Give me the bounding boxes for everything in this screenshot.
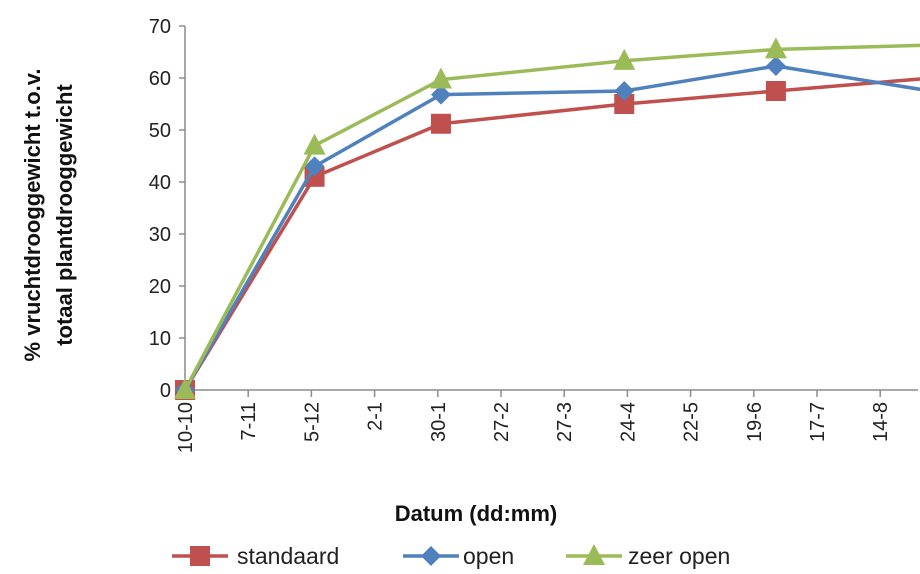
legend-swatch-marker: [583, 544, 605, 565]
data-point-marker: [430, 84, 451, 105]
legend-swatch-marker: [190, 546, 210, 566]
x-tick-label: 27-2: [491, 402, 513, 442]
legend-item: open: [403, 543, 514, 569]
x-tick-label: 30-1: [428, 402, 450, 442]
x-tick-label: 19-6: [744, 402, 766, 442]
legend-item: zeer open: [566, 543, 730, 569]
x-axis: 10-10 7-11 5-12 2-1 30-1 27-2 27-3 24-4 22-5 19-6…: [175, 389, 918, 453]
x-tick-label: 7-11: [238, 402, 260, 441]
y-axis-title-line-2: totaal plantdrooggewicht: [52, 84, 77, 346]
x-tick-label: 22-5: [681, 402, 703, 442]
y-tick-label: 50: [149, 120, 171, 142]
x-tick-label: 24-4: [617, 402, 639, 442]
data-point-marker: [614, 94, 635, 114]
legend-label: zeer open: [628, 543, 730, 569]
x-axis-title: Datum (dd:mm): [395, 501, 558, 526]
y-tick-label: 60: [149, 68, 171, 90]
y-axis-title-line-1: % vruchtdrooggewicht t.o.v.: [20, 69, 45, 362]
y-axis: 0 10 20 30 40 50 60 70: [149, 16, 186, 402]
series-line: [183, 77, 920, 391]
y-tick-label: 20: [149, 276, 171, 298]
data-point-marker: [429, 67, 452, 89]
x-tick-label: 5-12: [301, 402, 323, 442]
legend-label: open: [463, 543, 514, 569]
x-tick-label: 14-8: [870, 402, 892, 442]
series-line: [183, 64, 920, 391]
x-tick-label: 17-7: [807, 402, 829, 442]
series-zeer-open: [174, 37, 920, 399]
series-standaard: [175, 77, 920, 400]
series-line: [183, 43, 920, 391]
y-tick-label: 40: [149, 172, 171, 194]
y-tick-label: 30: [149, 224, 171, 246]
x-tick-label: 2-1: [365, 402, 387, 431]
y-tick-label: 70: [149, 16, 171, 38]
legend: standaard open zeer open: [172, 543, 730, 569]
x-tick-label: 10-10: [175, 402, 197, 453]
series-open: [175, 56, 920, 400]
data-point-marker: [613, 48, 636, 70]
legend-swatch-marker: [421, 546, 441, 566]
plot-series: [174, 37, 920, 400]
legend-item: standaard: [172, 543, 339, 569]
data-point-marker: [765, 56, 786, 77]
legend-label: standaard: [237, 543, 339, 569]
data-point-marker: [430, 113, 451, 134]
y-tick-label: 0: [160, 380, 171, 402]
data-point-marker: [614, 81, 635, 101]
data-point-marker: [303, 133, 326, 155]
data-point-marker: [765, 81, 786, 101]
data-point-marker: [764, 37, 787, 59]
data-point-marker: [304, 156, 325, 177]
x-tick-label: 27-3: [554, 402, 576, 442]
y-tick-label: 10: [149, 328, 171, 350]
data-point-marker: [174, 378, 196, 399]
